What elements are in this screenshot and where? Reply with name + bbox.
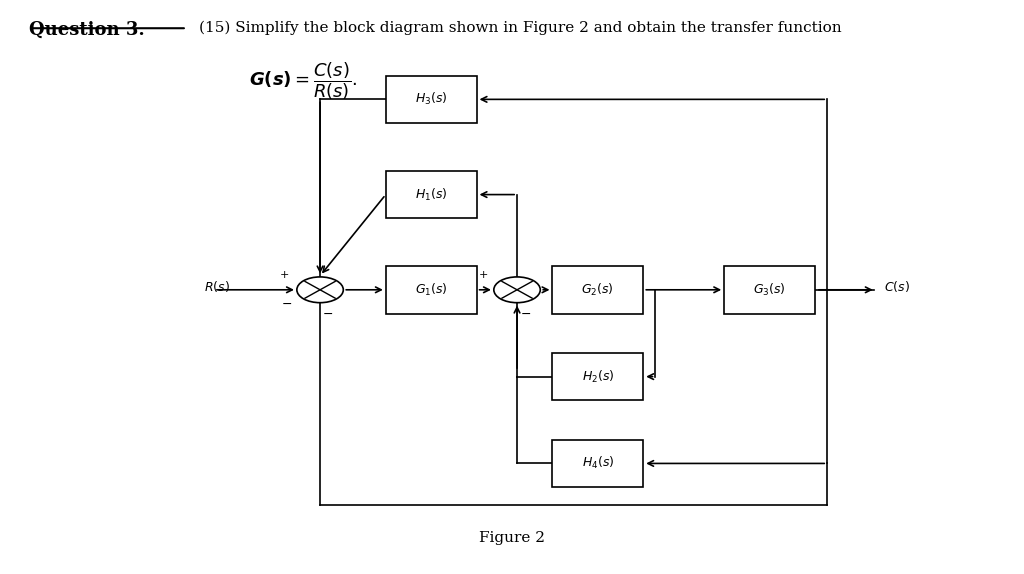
Text: $-$: $-$ bbox=[520, 307, 531, 320]
Text: Figure 2: Figure 2 bbox=[479, 530, 545, 545]
Text: $\boldsymbol{G(s)} = \dfrac{C(s)}{R(s)}.$: $\boldsymbol{G(s)} = \dfrac{C(s)}{R(s)}.… bbox=[250, 60, 357, 102]
Text: $-$: $-$ bbox=[281, 297, 292, 309]
Circle shape bbox=[297, 277, 343, 302]
Text: $H_4(s)$: $H_4(s)$ bbox=[582, 455, 614, 471]
Text: $+$: $+$ bbox=[477, 269, 487, 280]
Text: $H_2(s)$: $H_2(s)$ bbox=[582, 369, 614, 385]
Text: $R(s)$: $R(s)$ bbox=[204, 280, 229, 294]
Bar bbox=[386, 266, 476, 313]
Text: (15) Simplify the block diagram shown in Figure 2 and obtain the transfer functi: (15) Simplify the block diagram shown in… bbox=[199, 21, 842, 36]
Bar bbox=[552, 353, 643, 401]
Bar bbox=[724, 266, 815, 313]
Text: $G_3(s)$: $G_3(s)$ bbox=[754, 282, 786, 298]
Bar bbox=[552, 440, 643, 487]
Bar bbox=[552, 266, 643, 313]
Text: $G_1(s)$: $G_1(s)$ bbox=[415, 282, 447, 298]
Text: $+$: $+$ bbox=[279, 269, 289, 280]
Circle shape bbox=[494, 277, 541, 302]
Text: $H_1(s)$: $H_1(s)$ bbox=[415, 187, 447, 203]
Text: Question 3.: Question 3. bbox=[29, 21, 145, 39]
Text: $G_2(s)$: $G_2(s)$ bbox=[582, 282, 614, 298]
Bar bbox=[386, 76, 476, 123]
Text: $C(s)$: $C(s)$ bbox=[884, 280, 909, 294]
Bar bbox=[386, 171, 476, 218]
Text: $H_3(s)$: $H_3(s)$ bbox=[415, 91, 447, 107]
Text: $-$: $-$ bbox=[323, 307, 333, 320]
